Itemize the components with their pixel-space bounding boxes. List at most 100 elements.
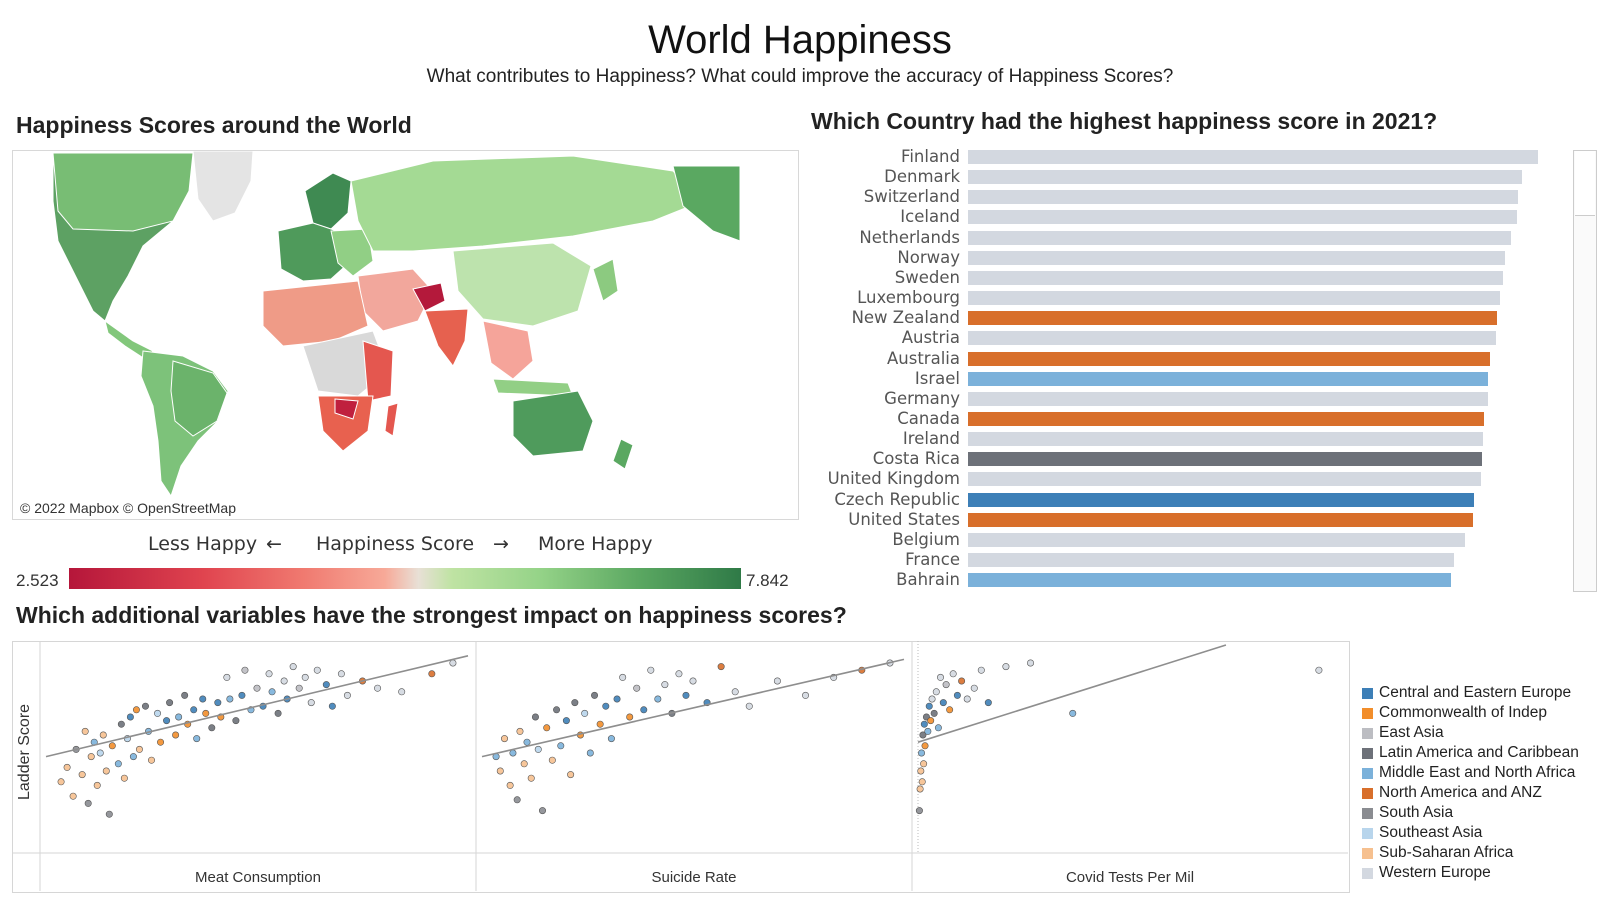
ramp-max-value: 7.842	[746, 571, 789, 590]
country-bar-chart: Finland Denmark Switzerland Iceland Netherla…	[810, 146, 1540, 589]
scatter-point	[607, 735, 615, 743]
country-label: Sweden	[894, 267, 960, 287]
scatter-point	[939, 699, 947, 707]
country-label: Germany	[884, 388, 960, 408]
scatter-point	[295, 684, 303, 692]
country-label: United Kingdom	[827, 469, 960, 489]
country-bar[interactable]	[968, 532, 1465, 547]
map-region-alaska	[672, 165, 741, 242]
scatter-panel-frame	[12, 641, 1350, 893]
legend-swatch	[1362, 848, 1373, 859]
scatter-point	[154, 709, 162, 717]
scatter-point	[193, 735, 201, 743]
scatter-point	[132, 706, 140, 714]
country-bar[interactable]	[968, 331, 1497, 346]
legend-swatch	[1362, 728, 1373, 739]
country-bar[interactable]	[968, 230, 1511, 245]
scatter-point	[313, 666, 321, 674]
legend-label: Latin America and Caribbean	[1379, 744, 1579, 761]
country-bar[interactable]	[968, 553, 1455, 567]
country-bar[interactable]	[968, 391, 1489, 406]
country-bar[interactable]	[968, 452, 1482, 467]
trend-line	[481, 658, 905, 758]
map-region-scandinavia	[304, 172, 352, 230]
scatter-point	[925, 702, 933, 710]
scatter-point	[675, 670, 683, 678]
scatter-point	[87, 753, 95, 761]
country-bar[interactable]	[968, 472, 1482, 487]
scatter-point	[1002, 663, 1010, 671]
scatter-point	[398, 688, 406, 696]
country-bar[interactable]	[968, 573, 1452, 588]
country-bar[interactable]	[968, 250, 1506, 265]
legend-label: Southeast Asia	[1379, 824, 1483, 841]
map-region-russia	[350, 155, 704, 252]
scatter-point	[543, 724, 551, 732]
scatter-point	[924, 727, 932, 735]
scatter-point	[949, 670, 957, 678]
country-bar[interactable]	[968, 311, 1497, 326]
scatter-point	[99, 731, 107, 739]
country-label: Austria	[901, 328, 960, 348]
country-label: United States	[848, 509, 960, 529]
country-bar[interactable]	[968, 150, 1538, 164]
scatter-point	[337, 670, 345, 678]
country-bar[interactable]	[968, 170, 1522, 185]
scatter-point	[942, 681, 950, 689]
country-label: Denmark	[884, 167, 960, 187]
scatter-point	[915, 807, 923, 815]
country-label: Iceland	[900, 207, 960, 227]
scatter-point	[226, 695, 234, 703]
country-bar[interactable]	[968, 291, 1501, 306]
scatter-point	[927, 717, 935, 725]
scatter-point	[172, 731, 180, 739]
scatter-point	[921, 742, 929, 750]
scatter-point	[81, 727, 89, 735]
trend-line	[45, 655, 469, 758]
world-map[interactable]	[12, 150, 799, 520]
scatter-point	[208, 724, 216, 732]
legend-label: South Asia	[1379, 804, 1454, 821]
scatter-point	[581, 709, 589, 717]
scatter-point	[937, 673, 945, 681]
country-label: Czech Republic	[834, 489, 960, 509]
country-bar[interactable]	[968, 432, 1483, 447]
country-bar[interactable]	[968, 270, 1504, 285]
country-bar[interactable]	[968, 512, 1474, 527]
country-bar[interactable]	[968, 411, 1485, 426]
country-label: Canada	[897, 408, 960, 428]
country-bar[interactable]	[968, 492, 1475, 507]
country-bar[interactable]	[968, 351, 1491, 366]
scatter-point	[126, 713, 134, 721]
country-bar[interactable]	[968, 210, 1518, 225]
scatter-point	[523, 738, 531, 746]
map-title: Happiness Scores around the World	[16, 112, 412, 138]
scatter-point	[166, 699, 174, 707]
scatter-plots	[12, 641, 1348, 891]
scatter-point	[506, 781, 514, 789]
scatter-point	[175, 713, 183, 721]
country-bar[interactable]	[968, 371, 1489, 386]
scatter-point	[731, 688, 739, 696]
scatter-point	[274, 709, 282, 717]
map-region-india	[424, 308, 469, 367]
legend-label: East Asia	[1379, 724, 1444, 741]
scatter-point	[108, 742, 116, 750]
map-region-southeast-asia	[482, 320, 534, 380]
scatter-point	[163, 717, 171, 725]
scatter-point	[953, 691, 961, 699]
map-region-brazil	[170, 360, 228, 437]
country-bar[interactable]	[968, 190, 1519, 205]
map-attribution[interactable]: © 2022 Mapbox © OpenStreetMap	[20, 500, 236, 516]
scrollbar-thumb[interactable]	[1575, 151, 1595, 216]
scatter-point	[93, 781, 101, 789]
scatter-point	[301, 673, 309, 681]
scatter-point	[633, 684, 641, 692]
scatter-point	[970, 684, 978, 692]
scatter-point	[241, 666, 249, 674]
map-region-china	[452, 242, 592, 327]
scatter-point	[591, 691, 599, 699]
scatter-point	[102, 767, 110, 775]
bar-chart-scrollbar[interactable]	[1573, 150, 1597, 592]
country-label: New Zealand	[851, 308, 960, 328]
